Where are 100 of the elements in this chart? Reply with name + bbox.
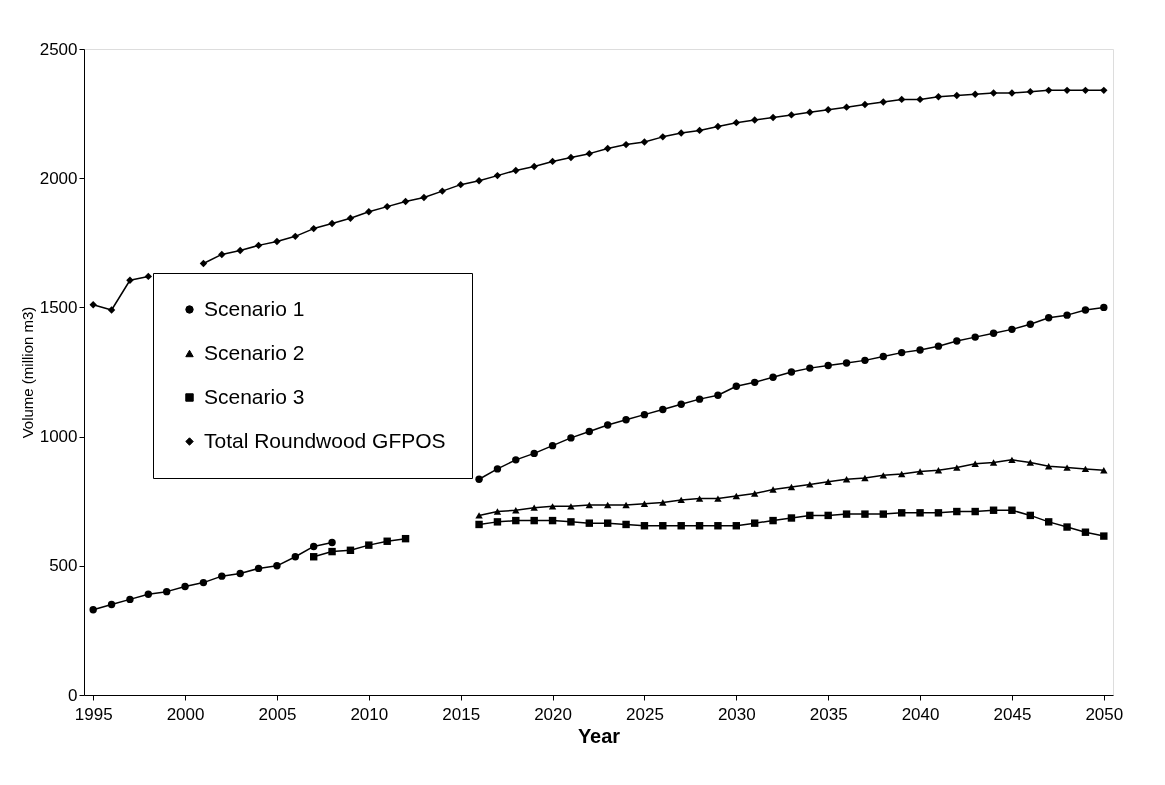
point (714, 122, 722, 131)
point (714, 495, 722, 502)
point (475, 520, 483, 529)
point (585, 427, 594, 436)
point (916, 346, 924, 354)
point (89, 606, 97, 614)
point (806, 108, 814, 117)
y-tick-label: 1000 (39, 427, 78, 447)
point (162, 587, 171, 596)
point (456, 180, 465, 189)
point (1008, 506, 1016, 514)
point (806, 481, 814, 488)
point (989, 329, 998, 337)
x-tick-label: 1995 (74, 704, 113, 724)
y-tick-label: 0 (68, 685, 78, 705)
x-tick-label: 2005 (258, 704, 297, 724)
point (769, 113, 777, 122)
point (365, 208, 373, 216)
point (842, 510, 851, 518)
point (750, 378, 759, 387)
point (787, 368, 796, 376)
point (695, 395, 704, 403)
point (218, 572, 226, 580)
point (861, 474, 869, 482)
point (530, 162, 538, 171)
point (254, 241, 263, 250)
point (236, 246, 244, 255)
point (199, 578, 208, 587)
point (695, 126, 704, 135)
point (824, 361, 832, 370)
point (309, 224, 318, 233)
point (769, 373, 777, 381)
point (622, 416, 630, 424)
point (1026, 87, 1035, 96)
point (365, 541, 373, 549)
point (438, 187, 447, 195)
point (806, 511, 814, 520)
point (603, 501, 612, 509)
point (603, 421, 612, 429)
point (824, 511, 832, 520)
legend-label: Scenario 3 (204, 384, 305, 408)
point (1081, 306, 1090, 314)
point (585, 519, 594, 527)
point (879, 472, 888, 479)
legend-label: Scenario 1 (204, 296, 305, 320)
point (897, 95, 906, 104)
point (126, 595, 134, 604)
point (861, 356, 869, 365)
point (1063, 86, 1071, 95)
point (89, 301, 97, 309)
point (236, 569, 244, 578)
point (383, 537, 391, 545)
point (659, 133, 667, 141)
point (530, 449, 538, 458)
point (934, 93, 943, 101)
point (750, 519, 759, 527)
point (879, 510, 888, 518)
point (897, 509, 906, 517)
point (732, 382, 741, 390)
point (420, 193, 428, 202)
x-tick-label: 2045 (993, 704, 1032, 724)
point (787, 514, 796, 522)
point (548, 157, 557, 166)
x-tick-label: 2030 (717, 704, 756, 724)
point (879, 98, 888, 106)
x-tick-label: 2040 (901, 704, 940, 724)
x-tick-label: 2035 (809, 704, 848, 724)
point (842, 103, 851, 111)
point (585, 501, 594, 509)
point (659, 405, 667, 414)
point (254, 564, 263, 573)
point (273, 562, 281, 570)
point (567, 518, 575, 526)
point (493, 508, 502, 515)
point (401, 197, 410, 206)
point (842, 359, 851, 367)
point (1008, 325, 1016, 334)
point (512, 456, 520, 464)
point (1026, 320, 1035, 328)
point (806, 364, 814, 372)
point (640, 500, 649, 507)
point (953, 464, 961, 471)
point (659, 522, 667, 530)
point (861, 510, 869, 518)
x-tick-label: 2015 (442, 704, 481, 724)
y-axis-title: Volume (million m3) (18, 306, 36, 439)
point (512, 516, 520, 525)
point (1081, 86, 1090, 95)
point (989, 89, 998, 97)
point (934, 342, 943, 350)
point (953, 337, 961, 345)
point (218, 250, 226, 259)
y-tick-label: 500 (49, 556, 78, 576)
point (732, 492, 741, 500)
point (732, 118, 741, 127)
point (107, 600, 116, 609)
point (1008, 456, 1016, 464)
point (695, 495, 704, 502)
point (475, 512, 483, 519)
point (328, 219, 336, 228)
